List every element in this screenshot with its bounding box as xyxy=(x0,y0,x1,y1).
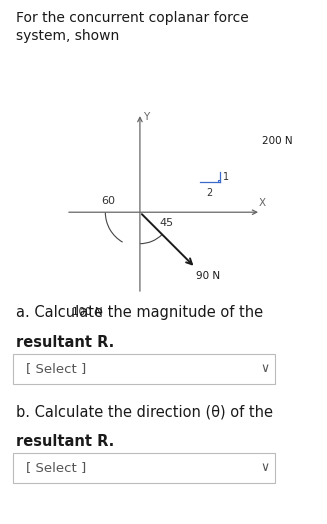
Text: 1: 1 xyxy=(223,172,229,182)
Text: [ Select ]: [ Select ] xyxy=(26,362,86,375)
Text: [ Select ]: [ Select ] xyxy=(26,461,86,474)
Text: 90 N: 90 N xyxy=(196,271,220,281)
Text: a. Calculate the magnitude of the: a. Calculate the magnitude of the xyxy=(16,305,264,321)
Text: 2: 2 xyxy=(207,188,213,198)
Text: Y: Y xyxy=(143,112,149,122)
Text: X: X xyxy=(259,198,266,208)
Text: resultant R.: resultant R. xyxy=(16,434,114,449)
Text: ∨: ∨ xyxy=(260,461,269,474)
Text: For the concurrent coplanar force
system, shown: For the concurrent coplanar force system… xyxy=(16,11,249,43)
FancyBboxPatch shape xyxy=(13,354,275,384)
Text: 60: 60 xyxy=(101,196,115,206)
Text: b. Calculate the direction (θ) of the: b. Calculate the direction (θ) of the xyxy=(16,405,273,420)
Text: resultant R.: resultant R. xyxy=(16,335,114,350)
Text: ∨: ∨ xyxy=(260,362,269,375)
Text: 100 N: 100 N xyxy=(72,307,103,316)
FancyBboxPatch shape xyxy=(13,453,275,484)
Text: 45: 45 xyxy=(160,218,174,228)
Text: 200 N: 200 N xyxy=(262,136,293,146)
